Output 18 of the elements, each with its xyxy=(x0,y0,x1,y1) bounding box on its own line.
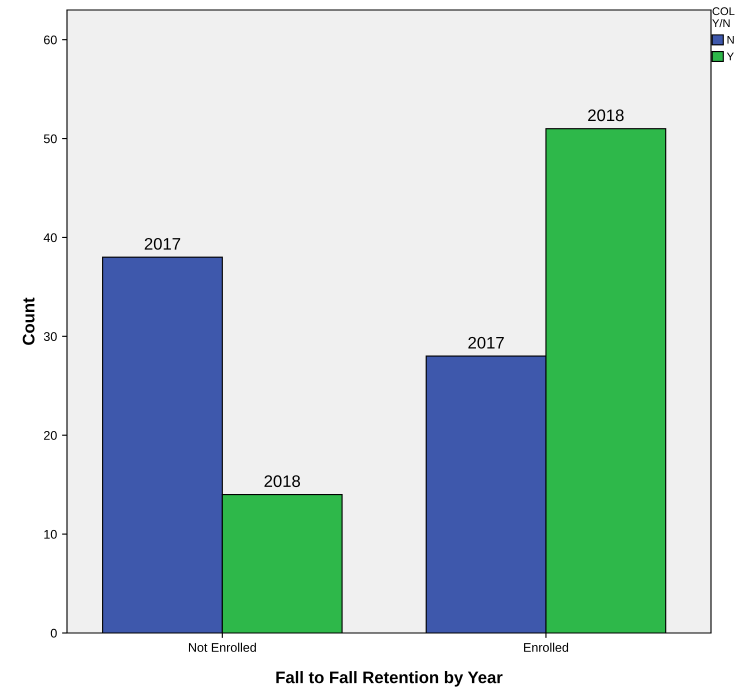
annotation: 2018 xyxy=(264,475,300,488)
y-tick-label: 20 xyxy=(44,431,57,440)
x-tick-label: Enrolled xyxy=(524,642,568,652)
y-tick-label: 50 xyxy=(44,134,57,144)
legend-title: COL Y/N xyxy=(712,7,734,28)
x-axis-title: Fall to Fall Retention by Year xyxy=(276,671,503,687)
annotation: 2018 xyxy=(588,109,624,122)
y-tick-label: 30 xyxy=(44,332,57,341)
annotation: 2017 xyxy=(468,336,504,349)
y-tick-label: 60 xyxy=(44,35,57,44)
y-tick-label: 40 xyxy=(44,233,57,242)
annotation: 2017 xyxy=(144,238,180,250)
y-axis-title: Count xyxy=(22,298,35,345)
x-tick-label: Not Enrolled xyxy=(188,642,256,652)
legend-label: N xyxy=(728,36,734,44)
legend-label: Y xyxy=(726,52,734,60)
y-tick-label: 0 xyxy=(50,628,57,638)
y-tick-label: 10 xyxy=(44,530,57,539)
